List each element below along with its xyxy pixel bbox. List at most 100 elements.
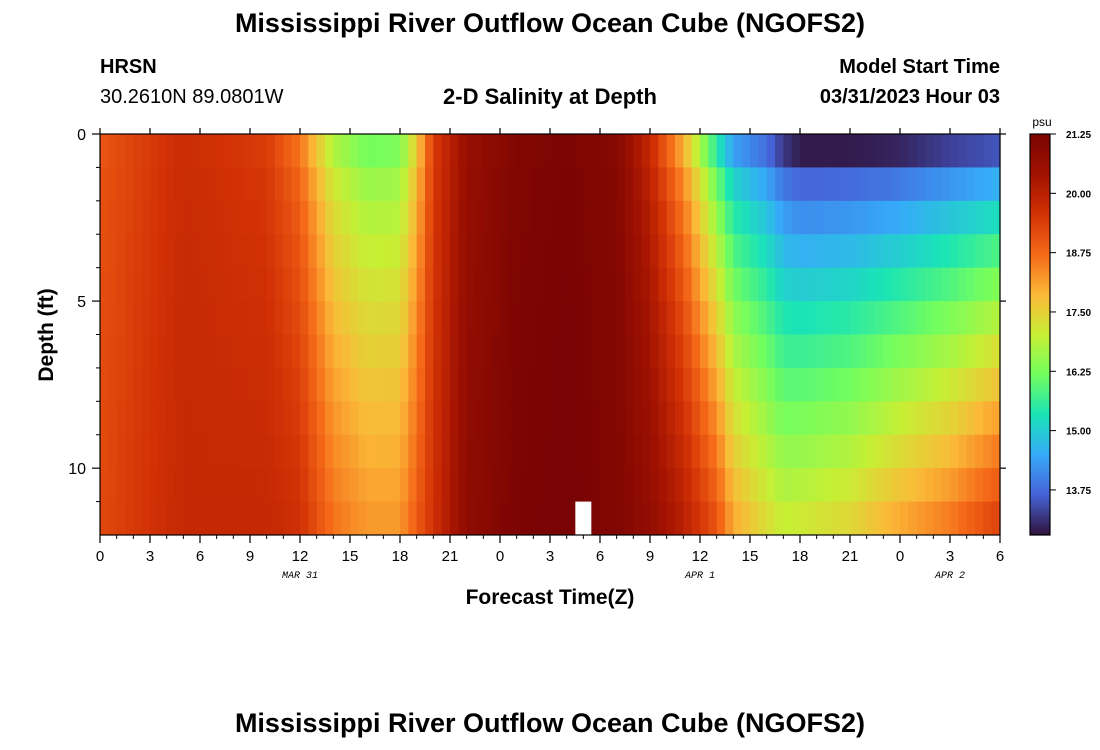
heatmap-cell	[175, 367, 184, 402]
heatmap-cell	[850, 334, 859, 369]
heatmap-cell	[500, 468, 509, 502]
heatmap-cell	[633, 200, 643, 235]
heatmap-cell	[416, 134, 426, 168]
heatmap-cell	[975, 401, 984, 436]
heatmap-cell	[850, 167, 859, 202]
heatmap-cell	[741, 434, 751, 469]
heatmap-cell	[216, 501, 226, 536]
heatmap-cell	[358, 434, 368, 469]
heatmap-cell	[383, 234, 393, 269]
heatmap-cell	[483, 167, 493, 202]
heatmap-cell	[925, 468, 934, 502]
heatmap-cell	[391, 501, 401, 536]
heatmap-cell	[933, 334, 943, 369]
x-tick-label: 15	[742, 548, 759, 565]
x-tick-label: 21	[442, 548, 459, 565]
heatmap-cell	[975, 434, 984, 469]
heatmap-cell	[683, 334, 693, 369]
heatmap-cell	[908, 301, 918, 335]
heatmap-cell	[350, 434, 359, 469]
model-start-value: 03/31/2023 Hour 03	[819, 86, 1000, 108]
heatmap-cell	[766, 267, 776, 302]
heatmap-cell	[766, 468, 776, 502]
heatmap-cell	[675, 167, 684, 202]
heatmap-cell	[766, 200, 776, 235]
heatmap-cell	[775, 367, 784, 402]
heatmap-cell	[675, 501, 684, 536]
heatmap-cell	[566, 301, 576, 335]
heatmap-cell	[733, 200, 743, 235]
heatmap-cell	[908, 401, 918, 436]
heatmap-cell	[350, 468, 359, 502]
heatmap-cell	[358, 134, 368, 168]
heatmap-cell	[808, 134, 818, 168]
heatmap-cell	[216, 334, 226, 369]
heatmap-cell	[316, 401, 326, 436]
heatmap-cell	[566, 468, 576, 502]
heatmap-cell	[433, 401, 443, 436]
heatmap-cell	[966, 334, 976, 369]
heatmap-cell	[758, 167, 768, 202]
heatmap-cell	[808, 401, 818, 436]
heatmap-cell	[991, 367, 1001, 402]
heatmap-cell	[291, 301, 301, 335]
heatmap-cell	[450, 200, 459, 235]
heatmap-cell	[658, 134, 668, 168]
heatmap-cell	[975, 234, 984, 269]
heatmap-cell	[966, 167, 976, 202]
heatmap-cell	[158, 434, 168, 469]
heatmap-cell	[483, 134, 493, 168]
heatmap-cell	[908, 434, 918, 469]
heatmap-cell	[391, 401, 401, 436]
heatmap-cell	[425, 200, 434, 235]
heatmap-cell	[275, 501, 284, 536]
heatmap-cell	[800, 334, 809, 369]
heatmap-cell	[783, 501, 793, 536]
heatmap-cell	[675, 434, 684, 469]
heatmap-cell	[941, 301, 951, 335]
heatmap-cell	[350, 301, 359, 335]
heatmap-cell	[708, 367, 718, 402]
heatmap-cell	[241, 301, 251, 335]
heatmap-cell	[983, 234, 993, 269]
heatmap-cell	[350, 234, 359, 269]
heatmap-cell	[900, 334, 909, 369]
heatmap-cell	[183, 367, 193, 402]
heatmap-cell	[583, 434, 593, 469]
x-axis-title: Forecast Time(Z)	[466, 586, 635, 609]
heatmap-cell	[641, 334, 651, 369]
heatmap-cell	[325, 267, 334, 302]
heatmap-cell	[708, 267, 718, 302]
heatmap-cell	[750, 301, 759, 335]
heatmap-cell	[950, 367, 959, 402]
heatmap-cell	[466, 334, 476, 369]
heatmap-cell	[583, 167, 593, 202]
heatmap-cell	[116, 234, 126, 269]
heatmap-cell	[700, 468, 709, 502]
heatmap-cell	[550, 434, 559, 469]
heatmap-cell	[183, 434, 193, 469]
heatmap-cell	[391, 234, 401, 269]
heatmap-cell	[941, 167, 951, 202]
heatmap-cell	[158, 267, 168, 302]
heatmap-cell	[341, 267, 351, 302]
heatmap-cell	[733, 267, 743, 302]
heatmap-cell	[316, 367, 326, 402]
heatmap-cell	[258, 267, 268, 302]
heatmap-cell	[825, 434, 834, 469]
heatmap-cell	[350, 367, 359, 402]
heatmap-cell	[716, 267, 726, 302]
heatmap-cell	[525, 301, 534, 335]
heatmap-cell	[466, 134, 476, 168]
heatmap-cell	[975, 167, 984, 202]
heatmap-cell	[300, 334, 309, 369]
heatmap-cell	[325, 167, 334, 202]
heatmap-cell	[766, 301, 776, 335]
heatmap-cell	[208, 334, 218, 369]
heatmap-cell	[291, 167, 301, 202]
heatmap-cell	[116, 501, 126, 536]
heatmap-cell	[300, 367, 309, 402]
heatmap-cell	[725, 234, 734, 269]
heatmap-cell	[683, 267, 693, 302]
heatmap-cell	[975, 501, 984, 536]
